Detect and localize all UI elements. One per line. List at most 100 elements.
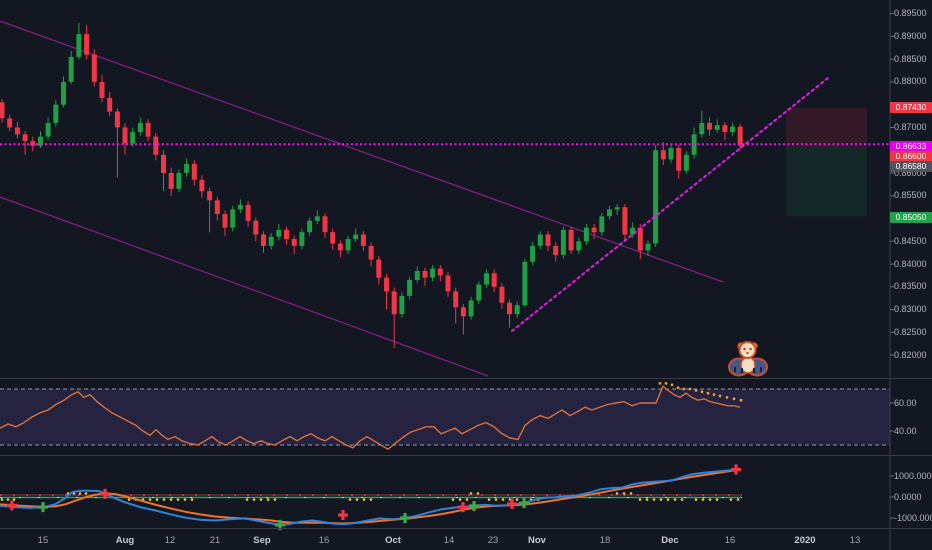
take-profit-price-badge[interactable]: 0.85050 <box>890 212 932 223</box>
time-axis-label[interactable]: 21 <box>209 535 221 546</box>
macd-zero-axis-label: 0.0000 <box>894 492 922 502</box>
macd-dot <box>729 498 733 501</box>
rsi-dot <box>670 383 674 387</box>
time-axis-label[interactable]: 18 <box>599 535 611 546</box>
macd-dot <box>494 498 498 501</box>
macd-cross-marker-green <box>38 502 49 513</box>
hline-price-badge[interactable]: 0.86633 <box>890 141 932 152</box>
macd-dot <box>245 498 249 501</box>
short-position-profit-box[interactable] <box>786 146 867 217</box>
price-axis-label: 0.89500 <box>894 8 927 18</box>
time-axis-label[interactable]: 14 <box>443 535 455 546</box>
macd-dot <box>615 492 619 495</box>
macd-dot <box>629 492 633 495</box>
rsi-band <box>0 389 890 445</box>
rsi-dot <box>725 396 729 399</box>
rsi-line <box>0 385 741 450</box>
ascending-trendline[interactable] <box>511 77 829 332</box>
macd-dot <box>78 492 82 495</box>
macd-dot <box>680 498 684 501</box>
rsi-dot <box>682 387 686 391</box>
macd-dot <box>169 498 173 501</box>
price-axis-label: 0.83500 <box>894 281 927 291</box>
rsi-dot <box>658 382 662 385</box>
macd-dot <box>708 498 712 501</box>
price-axis-label: 0.88500 <box>894 54 927 64</box>
macd-dot <box>659 498 663 501</box>
macd-dot <box>183 498 187 501</box>
short-position-stop-box[interactable] <box>786 107 867 147</box>
macd-dot <box>673 498 677 501</box>
time-axis-label[interactable]: 15 <box>37 535 49 546</box>
macd-dot <box>155 498 159 501</box>
time-axis-label[interactable]: 2020 <box>794 535 816 546</box>
macd-neg-axis-label: -1000.0000 <box>894 513 932 523</box>
rsi-dot <box>718 394 722 398</box>
macd-cross-marker-red <box>731 464 742 475</box>
macd-dot <box>12 498 16 501</box>
price-axis-label: 0.89000 <box>894 31 927 41</box>
rsi-dot <box>706 391 710 395</box>
macd-dot <box>465 498 469 501</box>
time-axis-label[interactable]: 23 <box>487 535 499 546</box>
macd-dot <box>487 498 491 501</box>
rsi-dot <box>700 390 704 394</box>
time-axis-label[interactable]: Oct <box>385 535 401 546</box>
rsi-dot <box>676 386 680 389</box>
macd-dot <box>148 498 152 501</box>
macd-dot <box>0 498 4 501</box>
macd-cross-marker-red <box>506 498 517 509</box>
entry-price-badge[interactable]: 0.86580 <box>890 161 932 172</box>
macd-dot <box>694 498 698 501</box>
macd-dot <box>84 492 88 495</box>
channel-upper-trendline[interactable] <box>0 20 724 283</box>
macd-dot <box>701 498 705 501</box>
macd-dot <box>252 498 256 501</box>
macd-dot <box>266 498 270 501</box>
macd-dot <box>362 498 366 501</box>
macd-dot <box>451 498 455 501</box>
time-axis-label[interactable]: Sep <box>253 535 271 546</box>
rsi-dot <box>739 398 743 402</box>
price-axis-label: 0.85500 <box>894 190 927 200</box>
macd-dot <box>501 498 505 501</box>
macd-dot <box>622 492 626 495</box>
macd-dot <box>715 498 719 501</box>
last-price-badge[interactable]: 0.86600 <box>890 151 932 162</box>
macd-dot <box>127 498 131 501</box>
macd-cross-marker-green <box>469 501 479 512</box>
stop-loss-price-badge[interactable]: 0.87430 <box>890 102 932 113</box>
time-axis-label[interactable]: Nov <box>528 535 546 546</box>
macd-dot <box>162 498 166 501</box>
macd-cross-marker-red <box>458 502 468 513</box>
time-axis-label[interactable]: 16 <box>318 535 330 546</box>
macd-cross-marker-red <box>7 500 17 511</box>
macd-cross-marker-red <box>100 488 110 499</box>
time-axis-label[interactable]: Aug <box>115 535 135 546</box>
macd-cross-marker-green <box>400 513 410 524</box>
time-axis-label[interactable]: 16 <box>724 535 736 546</box>
rsi-dot <box>694 389 698 392</box>
time-axis-label[interactable]: Dec <box>661 535 679 546</box>
price-axis-label: 0.82000 <box>894 350 927 360</box>
channel-lower-trendline[interactable] <box>0 196 489 377</box>
macd-dot <box>176 498 180 501</box>
candles-layer <box>0 22 743 349</box>
bunny-on-bears-sticker[interactable] <box>728 341 768 377</box>
rsi-dot <box>688 387 692 391</box>
macd-dot <box>273 498 277 501</box>
rsi-upper-axis-label: 60.00 <box>894 398 917 408</box>
rsi-dot <box>712 393 716 396</box>
macd-dot <box>6 498 10 501</box>
time-axis-label[interactable]: 12 <box>164 535 176 546</box>
macd-dot <box>458 498 462 501</box>
price-axis-label: 0.88000 <box>894 76 927 86</box>
time-axis-label[interactable]: 13 <box>849 535 861 546</box>
rsi-lower-axis-label: 40.00 <box>894 426 917 436</box>
macd-dot <box>736 498 740 501</box>
macd-pos-axis-label: 1000.0000 <box>894 471 932 481</box>
macd-dot <box>348 498 352 501</box>
rsi-dot <box>732 397 736 401</box>
